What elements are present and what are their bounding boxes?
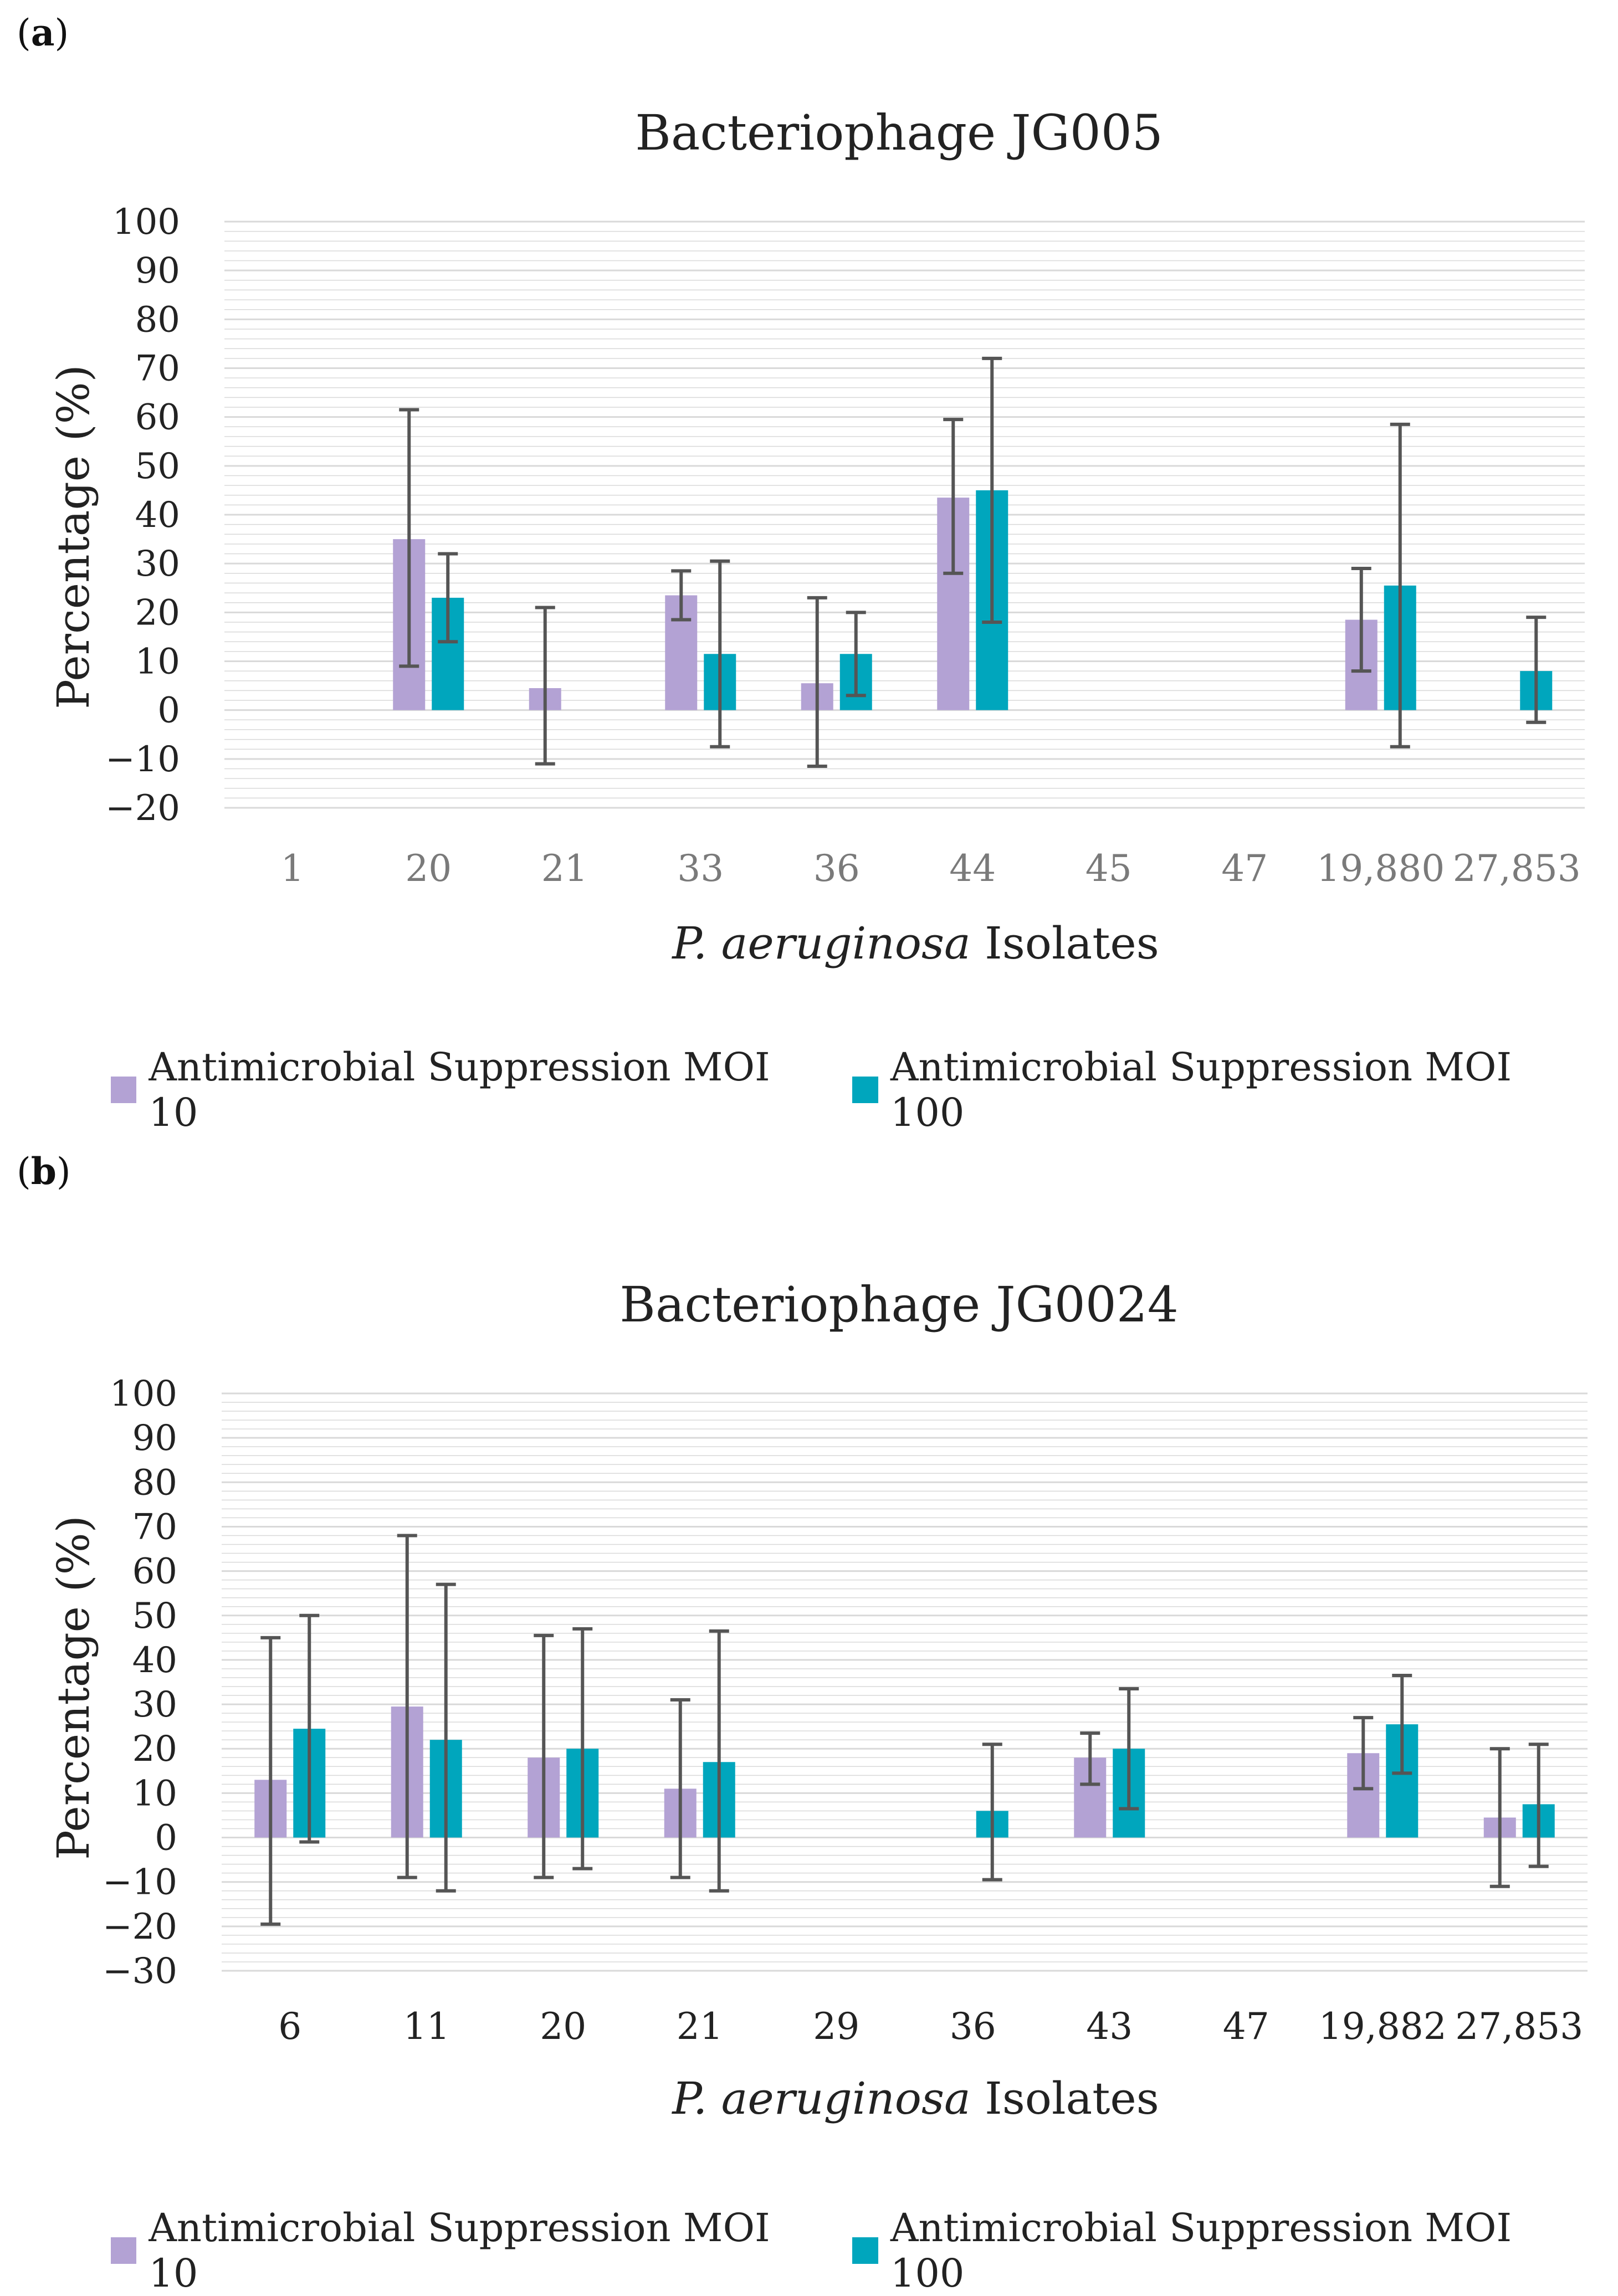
legend-item-moi100: Antimicrobial Suppression MOI 100 <box>852 2205 1574 2296</box>
panel-label-b: (b) <box>17 1150 71 1193</box>
y-tick-label: 60 <box>132 1551 177 1592</box>
legend-item-moi10: Antimicrobial Suppression MOI 10 <box>111 1044 808 1135</box>
legend-item-moi100: Antimicrobial Suppression MOI 100 <box>852 1044 1574 1135</box>
legend-swatch-moi100 <box>852 2237 878 2264</box>
x-tick-label: 43 <box>1086 2005 1133 2048</box>
x-tick-label: 21 <box>677 2005 723 2048</box>
x-tick-label: 27,853 <box>1455 2005 1583 2048</box>
x-tick-label: 33 <box>677 847 724 890</box>
y-tick-label: 20 <box>135 592 180 633</box>
y-tick-label: 0 <box>155 1818 177 1859</box>
x-tick-label: 6 <box>278 2005 301 2048</box>
x-axis-label-italic: P. aeruginosa <box>671 2073 971 2124</box>
x-axis-label-rest: Isolates <box>971 918 1159 969</box>
y-tick-label: 90 <box>132 1418 177 1459</box>
x-tick-label: 47 <box>1223 2005 1269 2048</box>
y-tick-label: 80 <box>135 299 180 340</box>
y-tick-label: 50 <box>132 1596 177 1637</box>
x-tick-label: 36 <box>950 2005 996 2048</box>
legend-label-moi100: Antimicrobial Suppression MOI 100 <box>890 2205 1512 2296</box>
legend-swatch-moi10 <box>111 1077 137 1103</box>
y-axis-label: Percentage (%) <box>48 1515 99 1860</box>
y-tick-label: 60 <box>135 397 180 438</box>
legend-label-moi10: Antimicrobial Suppression MOI 10 <box>149 1044 770 1135</box>
y-tick-label: −20 <box>105 788 180 829</box>
legend-swatch-moi10 <box>111 2237 137 2264</box>
legend-a: Antimicrobial Suppression MOI 10 Antimic… <box>111 1044 1618 1135</box>
y-axis-label: Percentage (%) <box>48 365 99 709</box>
y-tick-label: −20 <box>103 1906 177 1948</box>
x-tick-label: 11 <box>403 2005 450 2048</box>
y-tick-label: 30 <box>135 544 180 585</box>
y-tick-label: 50 <box>135 446 180 487</box>
x-tick-label: 1 <box>281 847 304 890</box>
legend-item-moi10: Antimicrobial Suppression MOI 10 <box>111 2205 808 2296</box>
legend-label-moi100: Antimicrobial Suppression MOI 100 <box>890 1044 1512 1135</box>
y-tick-label: 10 <box>132 1773 177 1814</box>
y-tick-label: 80 <box>132 1462 177 1503</box>
y-tick-label: −10 <box>105 739 180 780</box>
x-axis-label: P. aeruginosa Isolates <box>671 918 1159 969</box>
y-tick-label: 40 <box>132 1640 177 1681</box>
chart-jg005: Bacteriophage JG005100908070605040302010… <box>48 104 1585 969</box>
x-tick-label: 19,880 <box>1317 847 1445 890</box>
y-tick-label: 100 <box>112 202 180 243</box>
y-tick-label: −10 <box>103 1862 177 1903</box>
x-tick-label: 45 <box>1086 847 1132 890</box>
y-tick-label: 100 <box>110 1374 177 1414</box>
legend-b: Antimicrobial Suppression MOI 10 Antimic… <box>111 2205 1618 2296</box>
chart-title: Bacteriophage JG0024 <box>619 1276 1178 1333</box>
y-tick-label: 20 <box>132 1729 177 1770</box>
x-axis-label-italic: P. aeruginosa <box>671 918 971 969</box>
x-tick-label: 19,882 <box>1319 2005 1447 2048</box>
x-tick-label: 27,853 <box>1453 847 1581 890</box>
x-axis-label: P. aeruginosa Isolates <box>671 2073 1159 2124</box>
x-axis-label-rest: Isolates <box>971 2073 1159 2124</box>
y-tick-label: 0 <box>157 690 180 731</box>
y-tick-label: 10 <box>135 642 180 683</box>
legend-label-moi10: Antimicrobial Suppression MOI 10 <box>149 2205 770 2296</box>
y-tick-label: 30 <box>132 1684 177 1725</box>
x-tick-label: 21 <box>541 847 588 890</box>
chart-title: Bacteriophage JG005 <box>635 104 1163 161</box>
y-tick-label: −30 <box>103 1951 177 1992</box>
y-tick-label: 70 <box>135 348 180 390</box>
x-tick-label: 47 <box>1221 847 1268 890</box>
chart-jg0024: Bacteriophage JG002410090807060504030201… <box>48 1276 1588 2124</box>
x-tick-label: 20 <box>405 847 452 890</box>
y-tick-label: 90 <box>135 250 180 291</box>
panel-label-a: (a) <box>17 11 69 54</box>
x-tick-label: 44 <box>949 847 996 890</box>
y-tick-label: 70 <box>132 1506 177 1547</box>
x-tick-label: 36 <box>813 847 860 890</box>
x-tick-label: 29 <box>813 2005 859 2048</box>
x-tick-label: 20 <box>540 2005 586 2048</box>
legend-swatch-moi100 <box>852 1077 878 1103</box>
y-tick-label: 40 <box>135 495 180 536</box>
